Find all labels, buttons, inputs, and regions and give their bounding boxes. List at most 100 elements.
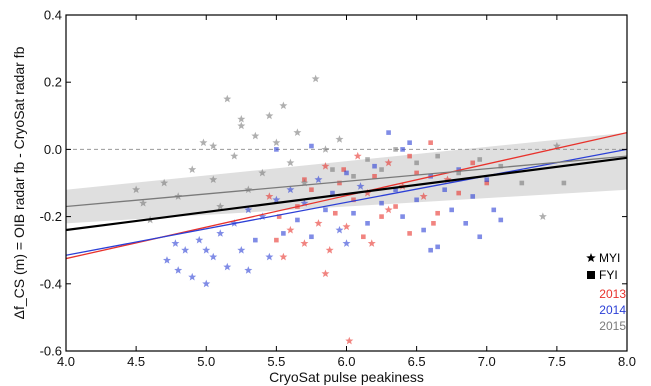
data-point-star (160, 178, 169, 187)
legend-label: FYI (599, 268, 618, 282)
data-point-star (538, 212, 547, 220)
y-tick-label: -0.6 (40, 344, 62, 359)
x-tick-label: 5.0 (197, 354, 215, 369)
data-point-square (414, 160, 419, 166)
data-point-star (139, 198, 148, 207)
data-point-star (321, 162, 330, 170)
data-point-star (244, 205, 253, 214)
fit-line-2015 (66, 155, 627, 208)
x-axis-title: CryoSat pulse peakiness (269, 369, 424, 385)
data-point-star (321, 269, 330, 278)
data-point-star (209, 175, 218, 184)
data-point-square (435, 244, 440, 250)
data-point-square (372, 173, 377, 179)
data-point-square (330, 190, 335, 196)
data-point-square (274, 147, 279, 152)
legend-year-label: 2013 (599, 287, 626, 301)
x-tick-label: 8.0 (618, 354, 636, 369)
data-point-square (435, 210, 440, 216)
data-point-square (456, 190, 461, 196)
data-point-star (272, 195, 281, 204)
data-point-square (323, 207, 328, 213)
data-point-star (237, 246, 246, 254)
x-tick-label: 7.0 (478, 354, 496, 369)
data-point-square (428, 247, 433, 253)
data-point-square (414, 197, 419, 203)
data-point-star (300, 239, 309, 247)
data-point-star (356, 182, 365, 190)
data-point-star (279, 101, 288, 110)
data-point-star (552, 141, 561, 150)
data-point-square (365, 157, 370, 162)
data-point-square (351, 173, 356, 179)
data-point-square (274, 237, 279, 243)
data-point-star (300, 198, 309, 207)
data-point-star (335, 135, 344, 143)
x-tick-label: 6.0 (337, 354, 355, 369)
x-tick-label: 6.5 (408, 354, 426, 369)
data-point-star (345, 336, 354, 345)
data-point-star (342, 239, 351, 247)
axes: 4.0 4.5 5.0 5.5 6.0 6.5 7.0 7.5 8.0 -0.6 -0.4 -0.2 0… (11, 8, 636, 386)
confidence-band (66, 132, 627, 224)
data-point-star (244, 185, 253, 194)
data-point-star (265, 192, 274, 200)
data-point-star (209, 252, 218, 261)
data-point-star (314, 175, 323, 184)
data-point-square (477, 234, 483, 240)
data-point-star (216, 202, 225, 210)
data-point-star (223, 262, 232, 271)
data-point-square (351, 210, 356, 216)
data-point-square (442, 187, 447, 193)
data-point-star (300, 178, 309, 187)
data-point-star (188, 165, 197, 173)
data-point-star (162, 256, 171, 264)
legend-year-label: 2014 (599, 303, 626, 317)
data-point-square (253, 237, 258, 243)
data-point-star (230, 151, 239, 160)
data-point-square (456, 167, 461, 172)
data-point-star (195, 235, 204, 244)
data-point-square (393, 204, 398, 209)
data-point-star (174, 266, 183, 274)
data-point-star (321, 145, 330, 153)
data-point-square (463, 221, 469, 226)
data-point-square (379, 200, 384, 206)
data-point-star (342, 222, 351, 231)
data-point-star (237, 121, 246, 130)
y-tick-label: 0.2 (44, 75, 62, 90)
data-points (132, 74, 567, 345)
legend-year-label: 2015 (599, 319, 626, 333)
y-axis-title: Δf_CS (m) = OIB radar fb - CryoSat radar… (11, 46, 27, 319)
data-point-square (309, 187, 314, 193)
series-2014-points (162, 130, 504, 288)
data-point-star (199, 138, 208, 147)
data-point-star (286, 225, 295, 234)
fit-line-combined (66, 156, 627, 232)
x-tick-label: 4.5 (127, 354, 145, 369)
data-point-square (393, 147, 398, 152)
data-point-square (400, 147, 405, 152)
data-point-square (519, 180, 525, 186)
x-tick-label: 5.5 (267, 354, 285, 369)
data-point-square (477, 157, 483, 162)
data-point-star (419, 192, 428, 200)
legend: MYI FYI 2013 2014 2015 (586, 251, 626, 333)
star-icon (586, 253, 596, 263)
y-tick-label: -0.4 (40, 276, 62, 291)
data-point-star (311, 74, 320, 83)
data-point-star (293, 128, 302, 136)
data-point-star (202, 279, 211, 288)
data-point-square (281, 231, 286, 236)
data-point-square (435, 153, 440, 159)
regression-lines (66, 131, 627, 260)
data-point-square (372, 163, 377, 169)
data-point-star (443, 175, 452, 184)
data-point-square (407, 153, 412, 159)
data-point-square (309, 143, 314, 149)
data-point-star (335, 225, 344, 234)
data-point-star (279, 252, 288, 261)
data-point-star (286, 185, 295, 194)
data-point-square (379, 167, 384, 172)
data-point-star (325, 246, 334, 254)
